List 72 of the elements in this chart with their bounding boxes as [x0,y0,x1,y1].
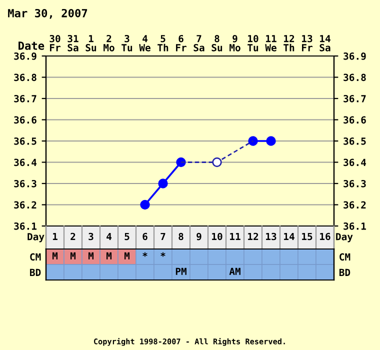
text: M [124,252,130,260]
y-tick-label: BD [30,268,41,276]
x-tick-label: 7 [160,232,166,240]
text: AM [229,268,240,275]
x-tick-label: 1 Su [86,35,96,52]
y2-tick-label: 36.5 [344,137,366,145]
x-tick-label: 16 [320,232,330,240]
x-tick-label: 6 Fr [176,34,186,52]
x-tick-label: 2 Mo [104,34,114,52]
x-tick-label: 5 [124,232,130,240]
y2-tick-label: 36.6 [344,116,366,124]
x-tick-label: 2 [70,232,76,240]
y2-tick-label: 36.9 [344,52,366,60]
text: M [88,252,94,260]
x-tick-label: 31 Sa [68,34,78,52]
y-tick-label: 36.9 [14,52,36,60]
x-tick-label: 3 Tu [122,34,132,52]
x-tick-label: 1 [52,232,58,240]
y2-tick-label: 36.2 [344,201,366,209]
y-tick-label: 36.7 [14,94,36,102]
x-axis-title: Day [28,233,44,242]
x-tick-label: 3 [88,232,94,240]
x-tick-label: 12 Th [284,34,294,52]
y2-tick-label: 36.8 [344,74,366,82]
x-axis-title: Date [18,42,44,50]
x-tick-label: 10 Tu [248,34,258,52]
x-tick-label: 8 Su [212,34,222,52]
y-tick-label: 36.6 [14,116,36,124]
y-tick-label: 36.2 [14,201,36,209]
x-tick-label: 5 Th [158,35,168,52]
x-tick-label: 15 [302,232,312,240]
y2-tick-label: 36.1 [344,222,366,230]
x-tick-label: 9 Mo [230,35,240,52]
x-tick-label: 14 Sa [320,35,330,52]
text: M [70,252,76,260]
y2-tick-label: 36.7 [344,94,366,102]
x-tick-label: 4 [106,232,112,240]
y2-tick-label: CM [340,253,350,261]
x-tick-label: 10 [212,232,222,240]
text: M [52,252,58,260]
y-tick-label: CM [30,253,41,261]
text: * [142,252,148,257]
chart-title: Mar 30, 2007 [8,8,88,19]
y-tick-label: 36.8 [14,74,36,82]
x-tick-label: 12 [248,232,258,240]
x-tick-label: 7 Sa [194,35,204,52]
point [248,136,258,146]
y-tick-label: 36.4 [14,158,37,166]
x-tick-label: 13 [266,232,276,240]
x-tick-label: 14 [284,232,294,240]
text: M [106,252,112,260]
x-tick-label: 13 Fr [302,34,312,52]
text: PM [176,268,186,275]
x-tick-label: 4 We [139,35,150,52]
text: Day [336,233,353,242]
x-tick-label: 6 [142,232,148,240]
y2-tick-label: BD [339,268,350,276]
x-tick-label: 11 [230,232,240,240]
text: * [160,252,166,257]
point [158,178,168,188]
point [212,157,222,168]
x-tick-label: 11 We [265,35,276,52]
x-tick-label: 9 [196,232,202,240]
x-tick-label: 30 Fr [50,34,60,52]
point [266,136,276,146]
point [140,200,150,210]
y-tick-label: 36.1 [14,222,37,230]
y-tick-label: 36.5 [14,137,36,145]
x-tick-label: 8 [178,232,184,240]
y2-tick-label: 36.3 [344,180,366,188]
y2-tick-label: 36.4 [344,158,366,166]
y-tick-label: 36.3 [14,180,36,188]
